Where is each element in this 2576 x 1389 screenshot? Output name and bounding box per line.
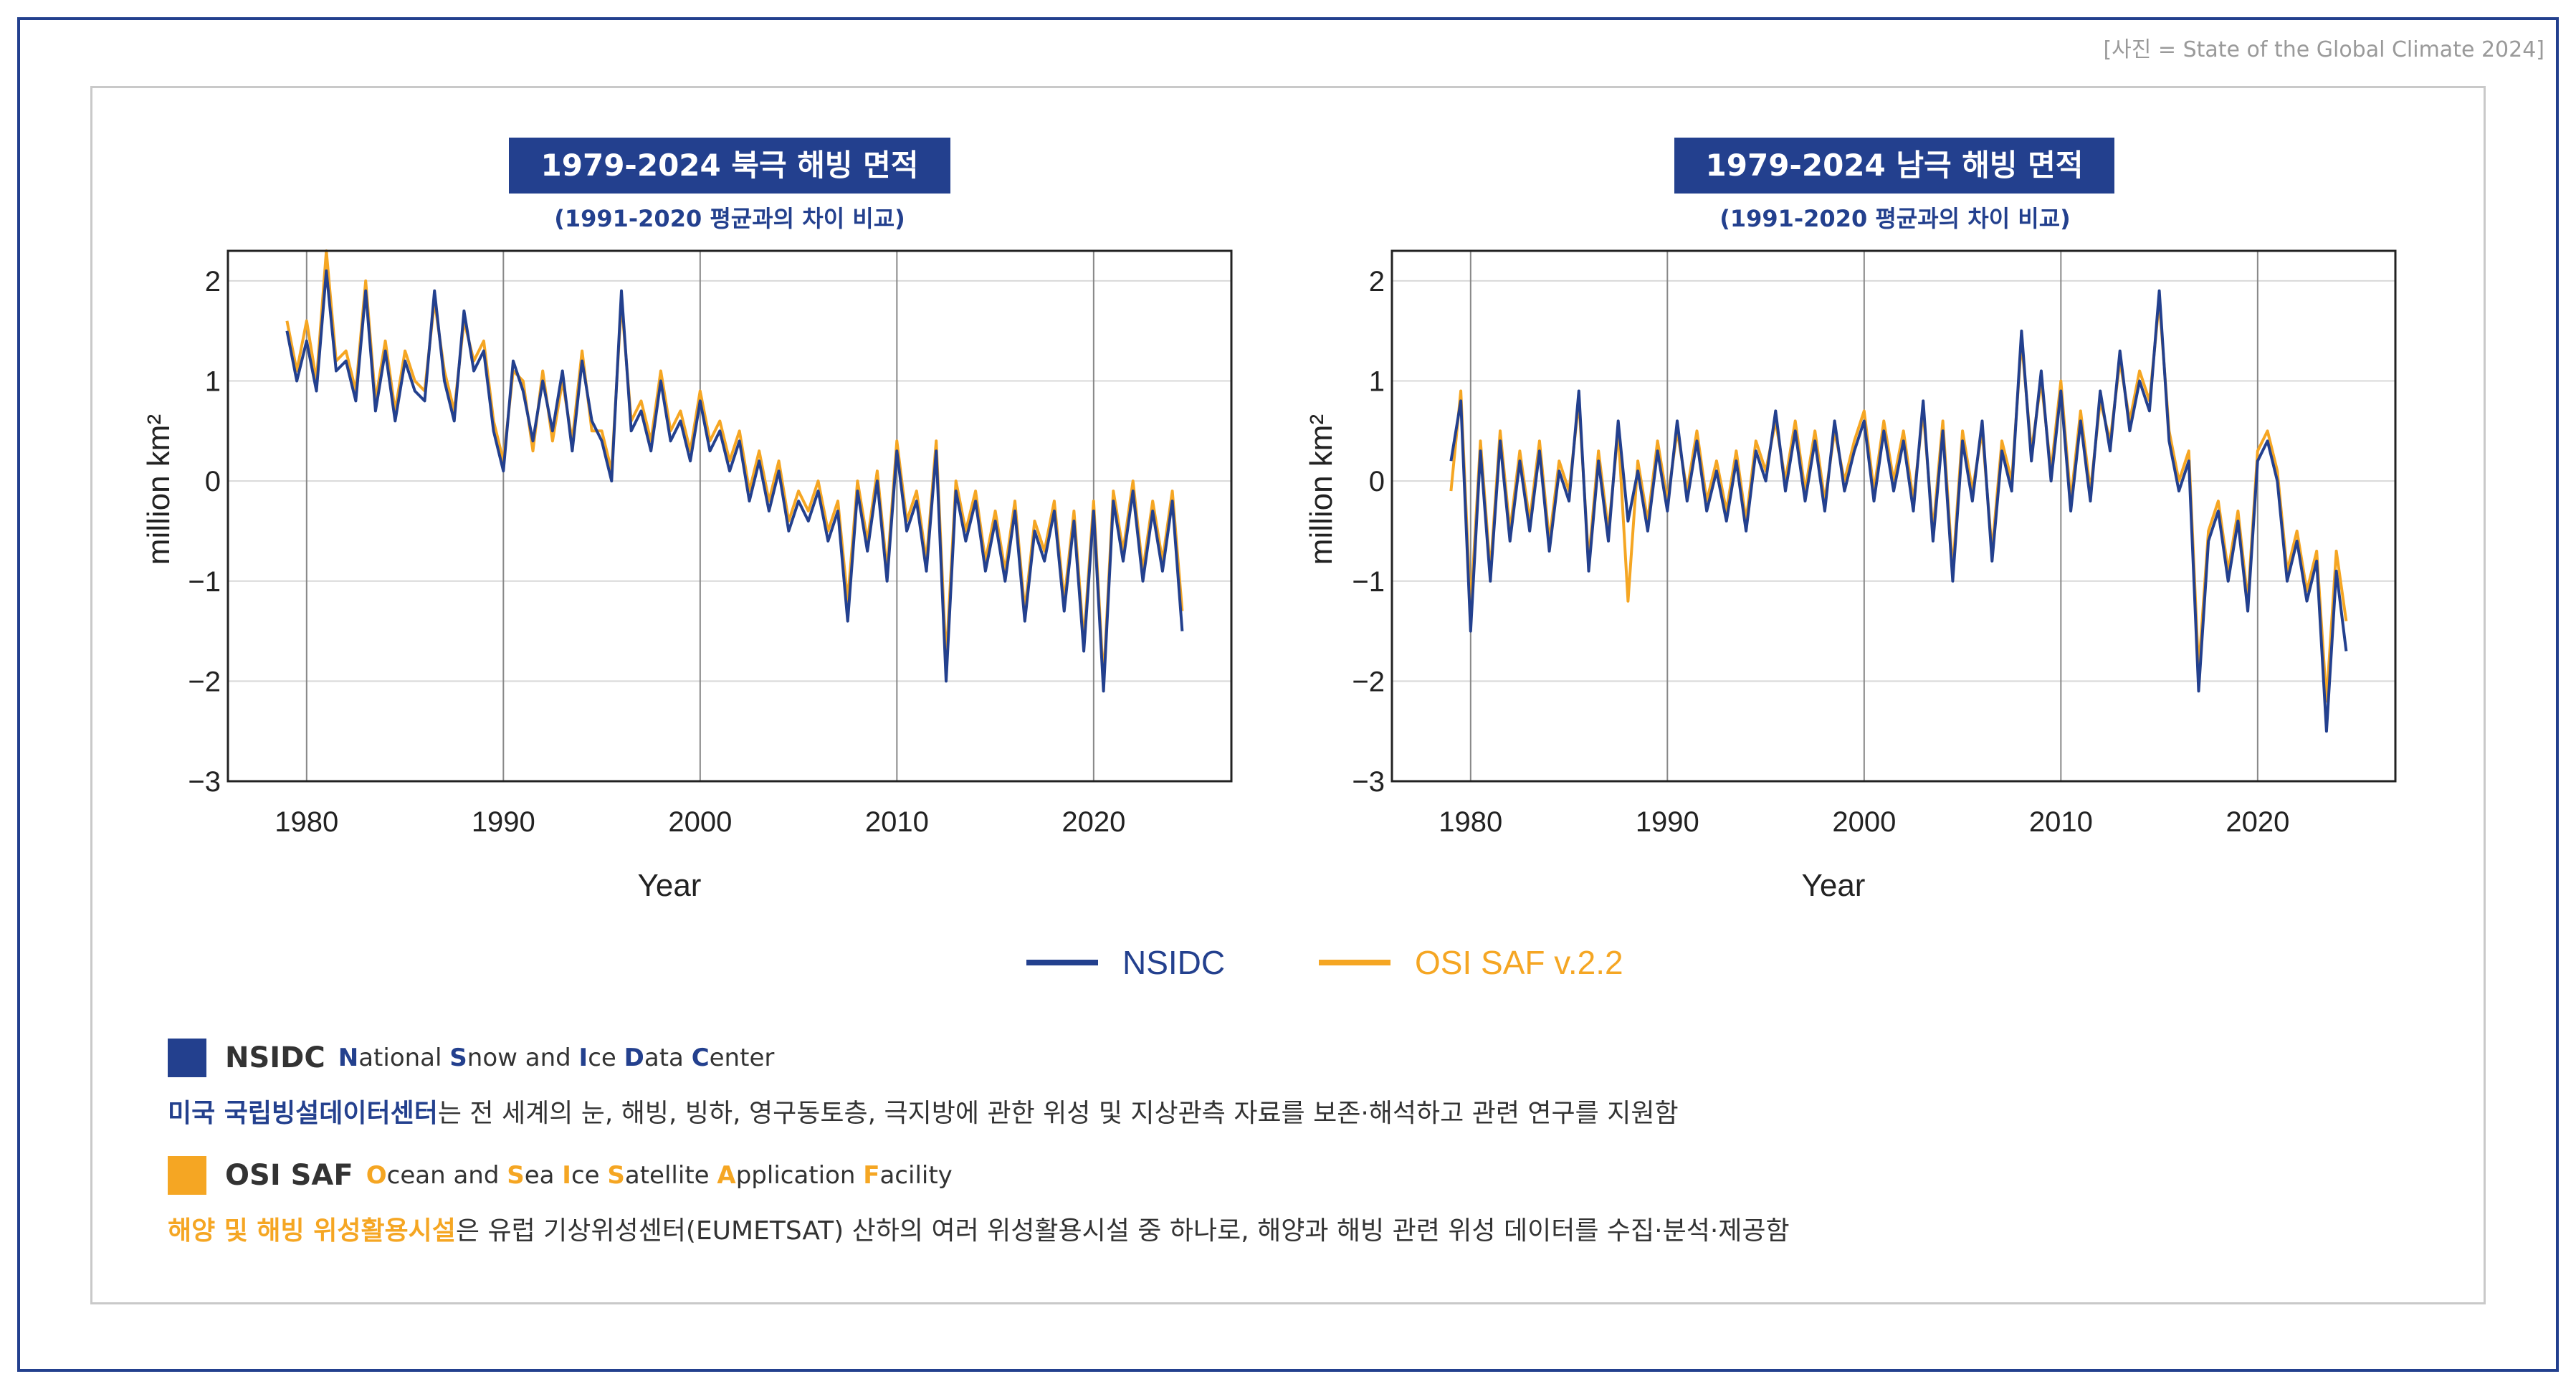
arctic-ytick-label: −2 — [188, 666, 221, 697]
osisaf-abbr: OSI SAF — [225, 1159, 353, 1192]
nsidc-full-initial: S — [449, 1044, 467, 1072]
arctic-xtick-label: 1990 — [472, 806, 535, 838]
arctic-xtick-label: 2000 — [668, 806, 732, 838]
arctic-ytick-label: 0 — [205, 466, 221, 497]
osisaf-full-initial: S — [607, 1161, 625, 1190]
antarctic-xtick-label: 2020 — [2226, 806, 2289, 838]
antarctic-chart-title: 1979-2024 남극 해빙 면적 — [1674, 138, 2114, 194]
osisaf-full-name: Ocean and Sea Ice Satellite Application … — [366, 1161, 953, 1190]
osisaf-full-initial: O — [366, 1161, 387, 1190]
antarctic-series-nsidc-line — [1449, 289, 2348, 733]
nsidc-full-word: now — [467, 1044, 517, 1072]
osisaf-full-word: cean — [386, 1161, 446, 1190]
nsidc-full-word: ce — [588, 1044, 616, 1072]
nsidc-full-word: ata — [644, 1044, 684, 1072]
outer-frame — [17, 17, 2559, 1372]
nsidc-full-initial: N — [338, 1044, 359, 1072]
osisaf-full-initial: A — [717, 1161, 736, 1190]
antarctic-plot-frame — [1390, 249, 2397, 783]
osisaf-full-initial: F — [863, 1161, 880, 1190]
arctic-xtick-label: 1980 — [275, 806, 338, 838]
legend-nsidc-swatch — [1026, 960, 1098, 965]
nsidc-body: 미국 국립빙설데이터센터는 전 세계의 눈, 해빙, 빙하, 영구동토층, 극지… — [168, 1092, 1679, 1130]
nsidc-color-square — [168, 1039, 206, 1077]
arctic-chart-subtitle: (1991-2020 평균과의 차이 비교) — [554, 205, 905, 232]
antarctic-ytick-label: −2 — [1352, 666, 1385, 697]
antarctic-xtick-label: 2010 — [2029, 806, 2093, 838]
osisaf-full-word: and — [453, 1161, 500, 1190]
osisaf-full-word: ce — [571, 1161, 600, 1190]
content-panel — [90, 86, 2486, 1304]
nsidc-abbr: NSIDC — [225, 1041, 325, 1074]
arctic-xtick-label: 2010 — [865, 806, 929, 838]
antarctic-y-axis-label: million km² — [1304, 414, 1339, 565]
arctic-chart-title: 1979-2024 북극 해빙 면적 — [509, 138, 950, 194]
arctic-ytick-label: 1 — [205, 366, 221, 398]
osisaf-full-word: acility — [879, 1161, 953, 1190]
arctic-ytick-label: −1 — [188, 566, 221, 598]
antarctic-ytick-label: 1 — [1369, 366, 1385, 398]
legend-nsidc-label: NSIDC — [1122, 944, 1226, 981]
nsidc-description: NSIDC National Snow and Ice Data Center … — [168, 1038, 1679, 1130]
arctic-x-axis-label: Year — [638, 868, 702, 903]
osisaf-description: OSI SAF Ocean and Sea Ice Satellite Appl… — [168, 1155, 1790, 1247]
antarctic-ytick-label: 2 — [1369, 266, 1385, 297]
legend-osisaf-swatch — [1319, 960, 1390, 965]
osisaf-full-initial: S — [507, 1161, 525, 1190]
osisaf-body: 해양 및 해빙 위성활용시설은 유럽 기상위성센터(EUMETSAT) 산하의 … — [168, 1210, 1790, 1247]
antarctic-chart-subtitle: (1991-2020 평균과의 차이 비교) — [1719, 205, 2071, 232]
antarctic-xtick-label: 2000 — [1832, 806, 1896, 838]
osisaf-highlight: 해양 및 해빙 위성활용시설 — [168, 1216, 456, 1246]
nsidc-text: 는 전 세계의 눈, 해빙, 빙하, 영구동토층, 극지방에 관한 위성 및 지… — [437, 1099, 1679, 1128]
osisaf-text: 은 유럽 기상위성센터(EUMETSAT) 산하의 여러 위성활용시설 중 하나… — [455, 1216, 1790, 1246]
arctic-series-osisaf-line — [285, 249, 1184, 683]
charts-canvas: 2 1 0 −1 −2 −3 1980 1990 2000 2010 2020 Year million… — [141, 249, 2397, 903]
legend-nsidc: NSIDC — [1026, 943, 1225, 982]
arctic-y-axis-label: million km² — [141, 414, 176, 565]
arctic-series-nsidc-line — [285, 269, 1184, 693]
arctic-ytick-label: 2 — [205, 266, 221, 297]
osisaf-full-word: pplication — [735, 1161, 856, 1190]
osisaf-full-word: atellite — [624, 1161, 710, 1190]
nsidc-full-word: and — [525, 1044, 571, 1072]
legend-osisaf: OSI SAF v.2.2 — [1319, 943, 1623, 982]
nsidc-full-initial: I — [578, 1044, 588, 1072]
osisaf-full-initial: I — [562, 1161, 571, 1190]
legend-osisaf-label: OSI SAF v.2.2 — [1415, 944, 1623, 981]
antarctic-x-axis-label: Year — [1802, 868, 1866, 903]
nsidc-full-initial: D — [624, 1044, 644, 1072]
arctic-ytick-label: −3 — [188, 766, 221, 798]
antarctic-xtick-label: 1980 — [1439, 806, 1502, 838]
nsidc-highlight: 미국 국립빙설데이터센터 — [168, 1099, 438, 1128]
osisaf-color-square — [168, 1156, 206, 1195]
nsidc-full-initial: C — [691, 1044, 710, 1072]
nsidc-full-word: enter — [709, 1044, 775, 1072]
osisaf-full-word: ea — [524, 1161, 555, 1190]
nsidc-full-name: National Snow and Ice Data Center — [338, 1044, 775, 1072]
arctic-xtick-label: 2020 — [1062, 806, 1125, 838]
photo-credit: [사진 = State of the Global Climate 2024] — [2103, 37, 2544, 62]
antarctic-ytick-label: 0 — [1369, 466, 1385, 497]
arctic-plot-frame — [226, 249, 1233, 783]
antarctic-ytick-label: −3 — [1352, 766, 1385, 798]
antarctic-xtick-label: 1990 — [1636, 806, 1699, 838]
nsidc-full-word: ational — [358, 1044, 442, 1072]
antarctic-ytick-label: −1 — [1352, 566, 1385, 598]
